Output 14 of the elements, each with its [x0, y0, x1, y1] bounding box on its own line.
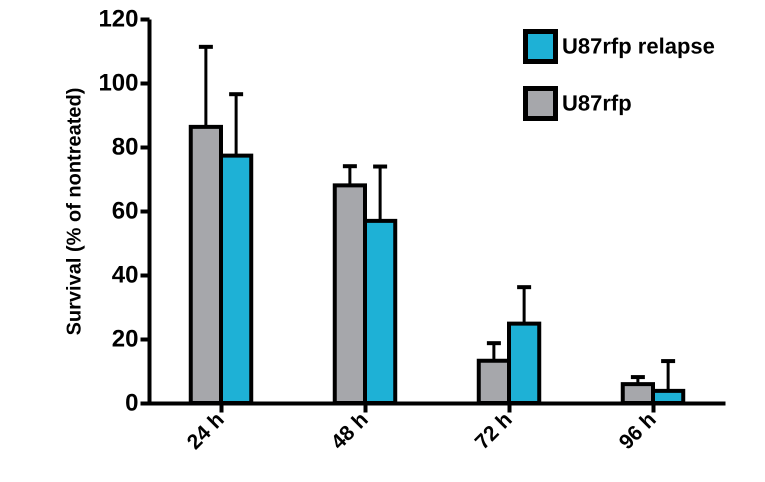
legend-label: U87rfp relapse: [562, 34, 715, 58]
y-tick-label: 40: [112, 262, 138, 288]
y-tick-label: 120: [98, 6, 138, 32]
y-tick-label: 20: [112, 326, 138, 352]
x-tick-label: 24 h: [182, 408, 229, 454]
x-tick-label: 96 h: [614, 408, 661, 454]
x-tick-label: 72 h: [470, 408, 517, 454]
y-tick-label: 60: [112, 198, 138, 224]
y-tick-label: 80: [112, 134, 138, 160]
y-tick-label: 0: [125, 390, 138, 416]
y-axis-title: Survival (% of nontreated): [63, 88, 86, 336]
x-tick-label: 48 h: [326, 408, 373, 454]
y-tick-label: 100: [98, 70, 138, 96]
legend-label: U87rfp: [562, 90, 632, 116]
